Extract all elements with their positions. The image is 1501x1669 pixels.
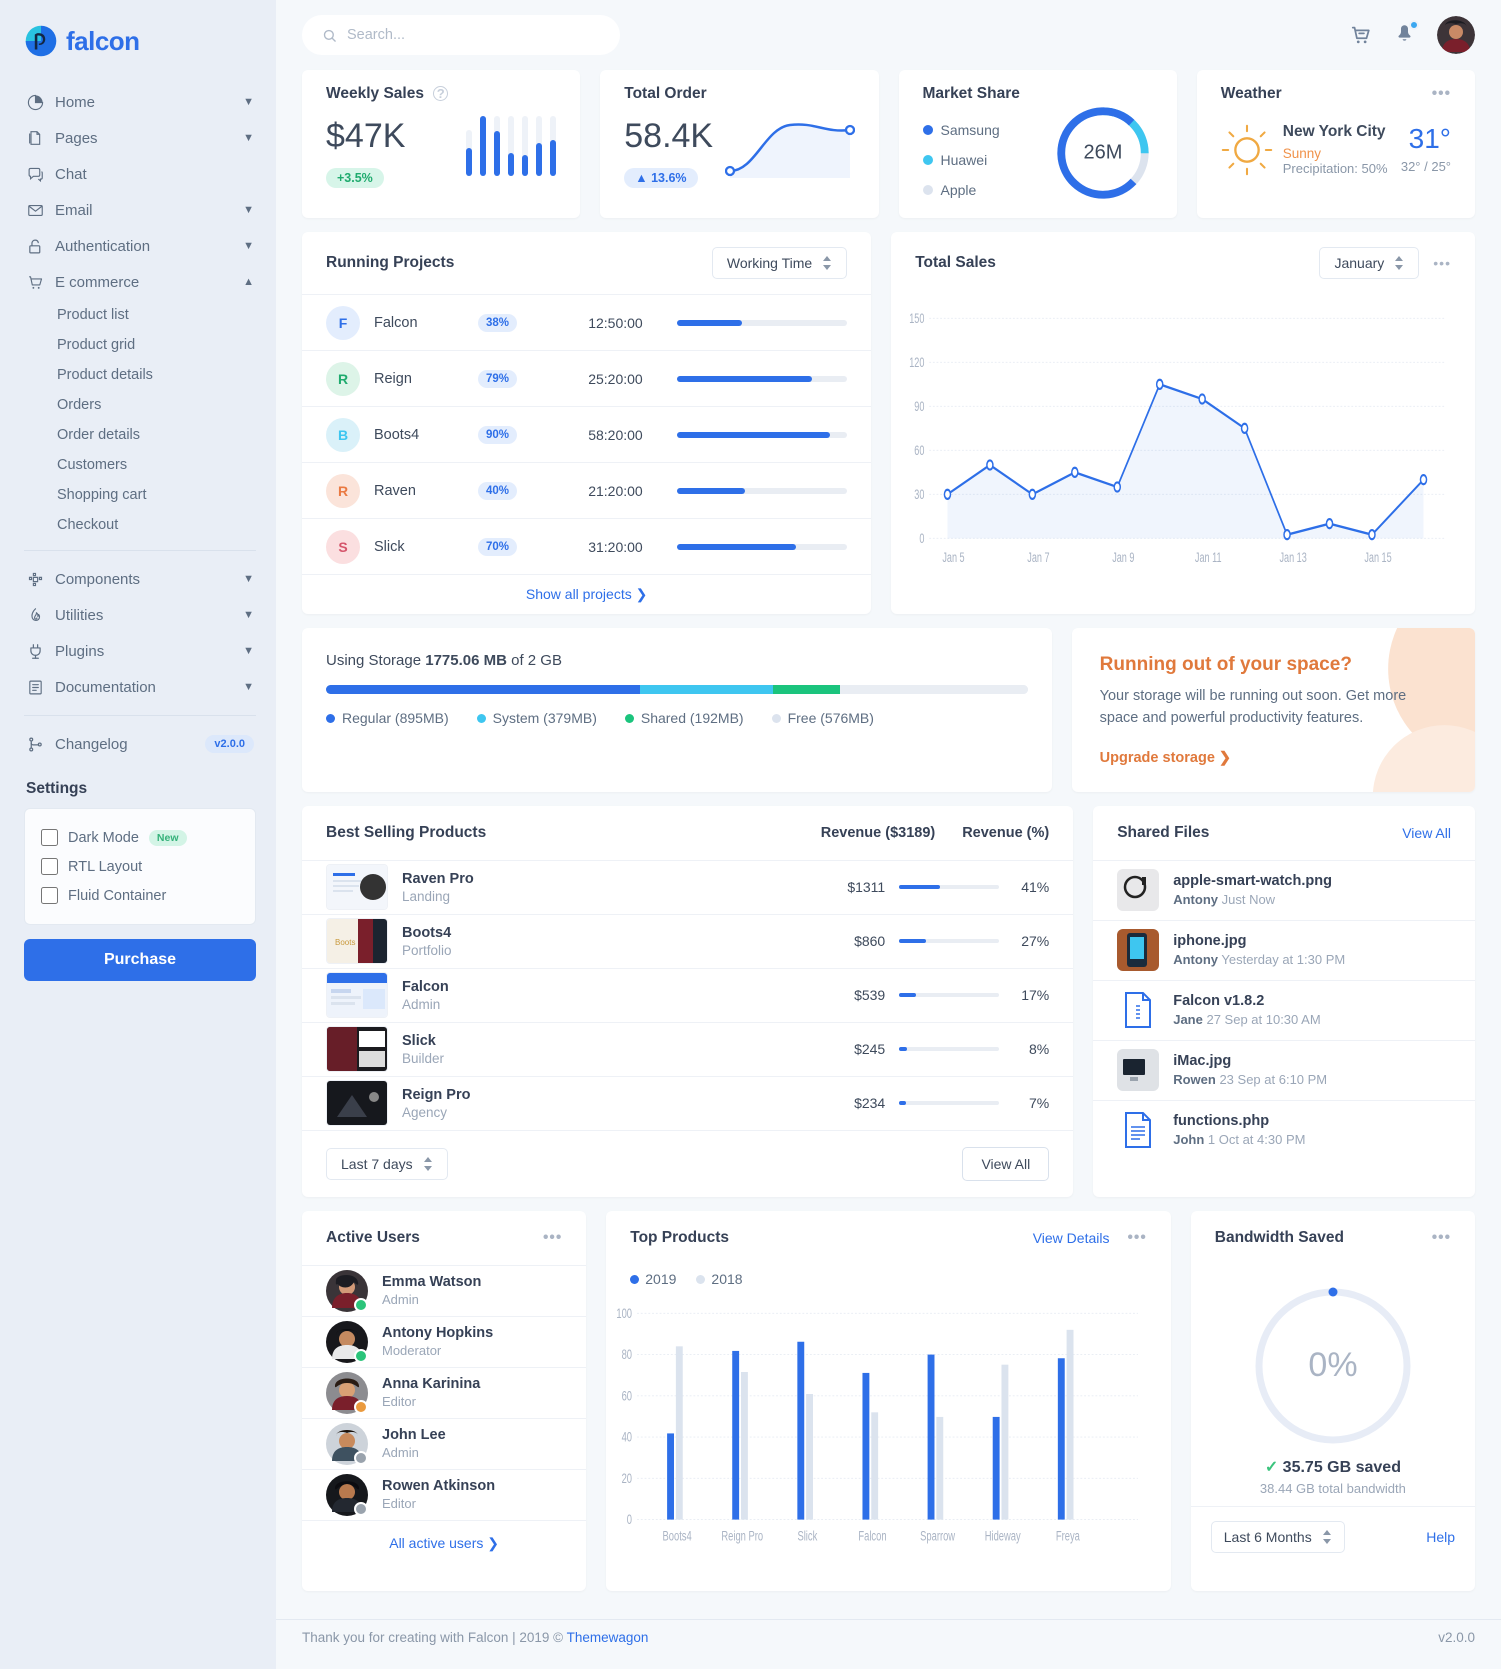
svg-text:0: 0	[627, 1512, 633, 1527]
svg-text:60: 60	[622, 1388, 633, 1403]
svg-text:Boots4: Boots4	[663, 1528, 693, 1543]
svg-text:150: 150	[909, 311, 925, 326]
svg-text:80: 80	[622, 1347, 633, 1362]
svg-text:120: 120	[909, 355, 925, 370]
svg-text:26M: 26M	[1083, 142, 1122, 164]
svg-text:30: 30	[915, 487, 926, 502]
svg-text:0: 0	[920, 531, 925, 546]
svg-text:20: 20	[622, 1471, 633, 1486]
svg-text:100: 100	[617, 1306, 633, 1321]
svg-text:Jan 7: Jan 7	[1028, 550, 1050, 565]
svg-text:Jan 9: Jan 9	[1112, 550, 1134, 565]
svg-text:90: 90	[915, 399, 926, 414]
svg-text:Reign Pro: Reign Pro	[722, 1528, 764, 1543]
svg-text:40: 40	[622, 1429, 633, 1444]
svg-text:Falcon: Falcon	[859, 1528, 887, 1543]
svg-text:60: 60	[915, 443, 926, 458]
svg-text:Jan 11: Jan 11	[1195, 550, 1222, 565]
svg-text:Jan 13: Jan 13	[1280, 550, 1307, 565]
svg-text:Hideway: Hideway	[985, 1528, 1021, 1543]
svg-text:Freya: Freya	[1056, 1528, 1080, 1543]
svg-text:Jan 15: Jan 15	[1365, 550, 1392, 565]
svg-text:Jan 5: Jan 5	[943, 550, 965, 565]
svg-text:Sparrow: Sparrow	[920, 1528, 955, 1543]
svg-text:Slick: Slick	[798, 1528, 818, 1543]
svg-text:Boots: Boots	[335, 938, 355, 947]
svg-text:0%: 0%	[1308, 1346, 1357, 1384]
